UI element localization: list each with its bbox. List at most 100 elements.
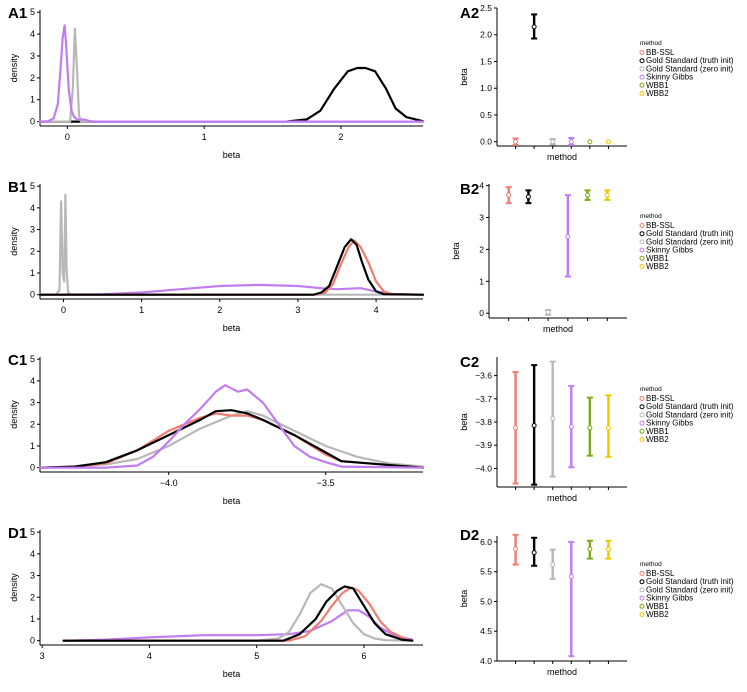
legend-label: Gold Standard (zero init) [646, 237, 733, 246]
y-axis-label: density [9, 53, 19, 82]
panel-d2: 4.0 4.5 5.0 5.5 6.0 method beta D2 [459, 527, 627, 677]
mean-point-skinny-gibbs [568, 139, 574, 145]
legend-key-bb-ssl [639, 396, 645, 401]
y-tick-label: 5.5 [480, 567, 492, 577]
y-tick-label: 1.5 [480, 56, 492, 66]
y-tick-label: 5 [30, 527, 35, 537]
panel-d1: 0 1 2 3 4 5 3 4 5 6 beta density D1 [8, 525, 423, 679]
y-tick-label: 0 [30, 290, 35, 300]
y-tick-label: 2 [479, 244, 484, 254]
x-axis-label: method [547, 152, 577, 162]
panel-label: B1 [8, 179, 27, 196]
legend-key-skinny-gibbs [639, 420, 645, 426]
y-tick-label: 0.5 [480, 110, 492, 120]
legend-label: WBB2 [646, 435, 669, 444]
y-tick-label: 4 [30, 29, 35, 39]
x-tick-label: 0 [65, 132, 70, 142]
y-tick-label: 3 [30, 398, 35, 408]
y-tick-label: 6.0 [480, 537, 492, 547]
mean-point-bb-ssl [506, 192, 512, 198]
x-axis-label: method [547, 493, 577, 503]
panel-label: D1 [8, 525, 27, 542]
mean-point-gold-standard-truth-init [531, 550, 537, 556]
density-line-skinny-gibbs [38, 24, 425, 123]
mean-point-wbb1 [587, 425, 593, 431]
panel-label: D2 [460, 527, 479, 544]
panel-label: A1 [8, 5, 27, 22]
legend-key-skinny-gibbs [639, 74, 645, 80]
legend-label: Gold Standard (zero init) [646, 410, 733, 419]
y-tick-label: 5 [30, 7, 35, 17]
x-tick-label: 4 [147, 651, 152, 661]
legend-key-wbb1 [639, 255, 645, 261]
x-tick-label: 2 [338, 132, 343, 142]
legend-key-gold-standard-zero-init [639, 587, 645, 593]
mean-point-wbb2 [605, 425, 611, 431]
x-tick-label: 4 [374, 305, 379, 315]
y-axis-label: beta [459, 68, 469, 86]
y-tick-label: 0 [30, 636, 35, 646]
y-tick-label: 3 [479, 213, 484, 223]
legend-label: Gold Standard (zero init) [646, 585, 733, 594]
mean-point-wbb2 [604, 192, 610, 198]
y-tick-label: −4.0 [475, 463, 492, 473]
panel-label: B2 [460, 181, 479, 198]
y-axis-label: beta [459, 413, 469, 431]
y-tick-label: 1 [30, 614, 35, 624]
y-tick-label: 5 [30, 181, 35, 191]
y-tick-label: 0 [479, 308, 484, 318]
density-line-gold-standard-truth-init [38, 238, 425, 296]
panel-label: A2 [460, 5, 479, 22]
density-line-bb-ssl [62, 586, 414, 642]
panel-c1: 0 1 2 3 4 5 −4.0 −3.5 beta density C1 [8, 352, 425, 506]
y-tick-label: 1 [30, 95, 35, 105]
legend-title: method [640, 213, 662, 220]
y-tick-label: 2.5 [480, 3, 492, 13]
y-tick-label: 3 [30, 225, 35, 235]
x-axis-label: beta [223, 496, 241, 506]
y-tick-label: 1.0 [480, 83, 492, 93]
y-tick-label: 2 [30, 419, 35, 429]
mean-point-bb-ssl [513, 139, 519, 145]
legend-key-gold-standard-zero-init [639, 412, 645, 418]
x-tick-label: 2 [217, 305, 222, 315]
legend-key-wbb1 [639, 82, 645, 88]
y-tick-label: −3.7 [475, 394, 492, 404]
density-line-gold-standard-zero-init [38, 193, 425, 296]
mean-point-wbb1 [585, 192, 591, 198]
legend-label: WBB2 [646, 89, 669, 98]
x-tick-label: 0 [61, 305, 66, 315]
x-axis-label: beta [223, 669, 241, 679]
mean-point-wbb1 [587, 546, 593, 552]
legend-label: Skinny Gibbs [646, 594, 693, 603]
mean-point-wbb1 [587, 139, 593, 145]
legend-label: BB-SSL [646, 221, 675, 230]
legend-key-gold-standard-truth-init [639, 58, 645, 64]
legend-label: BB-SSL [646, 394, 675, 403]
legend-key-bb-ssl [639, 571, 645, 576]
x-axis-label: method [547, 667, 577, 677]
y-tick-label: 4 [479, 181, 484, 191]
y-axis-label: density [9, 573, 19, 602]
y-tick-label: 2 [30, 592, 35, 602]
panel-b1: 0 1 2 3 4 5 0 1 2 3 4 beta density B1 [8, 179, 425, 333]
legend-key-gold-standard-zero-init [639, 239, 645, 245]
legend-key-wbb1 [639, 603, 645, 609]
density-line-gold-standard-truth-init [38, 66, 425, 123]
legend-label: WBB1 [646, 427, 669, 436]
x-axis-label: beta [223, 150, 241, 160]
x-axis-label: beta [223, 323, 241, 333]
y-tick-label: 0.0 [480, 137, 492, 147]
density-line-gold-standard-zero-init [38, 410, 425, 469]
legend-key-wbb2 [639, 264, 645, 269]
legend-title: method [640, 40, 662, 47]
legend-label: Gold Standard (zero init) [646, 64, 733, 73]
y-axis-label: density [9, 400, 19, 429]
x-tick-label: 6 [361, 651, 366, 661]
legend-key-bb-ssl [639, 50, 645, 55]
